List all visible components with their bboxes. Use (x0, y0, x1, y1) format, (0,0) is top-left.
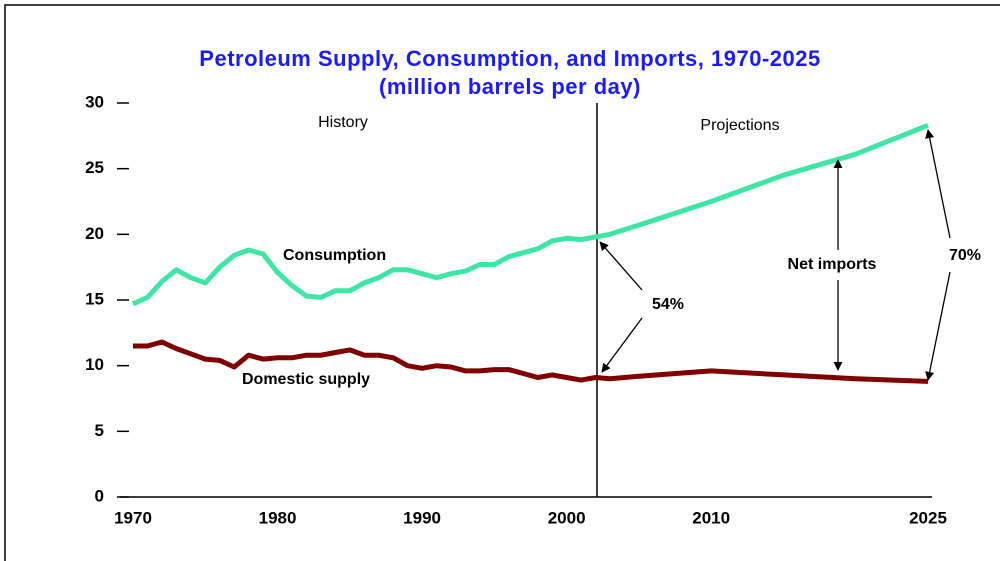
annotation: Projections (700, 117, 779, 134)
y-tick-label: 15 (85, 289, 104, 308)
x-tick-label: 1970 (114, 508, 152, 527)
arrows (599, 129, 951, 381)
annotation: Net imports (788, 256, 877, 273)
y-tick-label: 5 (95, 421, 104, 440)
x-tick-label: 2000 (548, 508, 586, 527)
x-tick-label: 1990 (403, 508, 441, 527)
y-tick-label: 30 (85, 92, 104, 111)
frame (4, 4, 1000, 561)
chart-subtitle: (million barrels per day) (379, 74, 641, 99)
annotation: 54% (652, 296, 684, 313)
y-tick-label: 0 (95, 486, 104, 505)
chart-title: Petroleum Supply, Consumption, and Impor… (199, 46, 820, 71)
y-tick-label: 25 (85, 158, 104, 177)
annotation: History (318, 114, 368, 131)
annotation: 70% (949, 247, 981, 264)
y-tick-label: 20 (85, 224, 104, 243)
x-tick-label: 2010 (692, 508, 730, 527)
y-tick-label: 10 (85, 355, 104, 374)
series-line (133, 339, 929, 384)
series-line (131, 122, 929, 307)
x-tick-label: 2025 (909, 508, 947, 527)
x-tick-label: 1980 (259, 508, 297, 527)
series-label: Consumption (283, 247, 386, 264)
series-label: Domestic supply (242, 371, 370, 388)
